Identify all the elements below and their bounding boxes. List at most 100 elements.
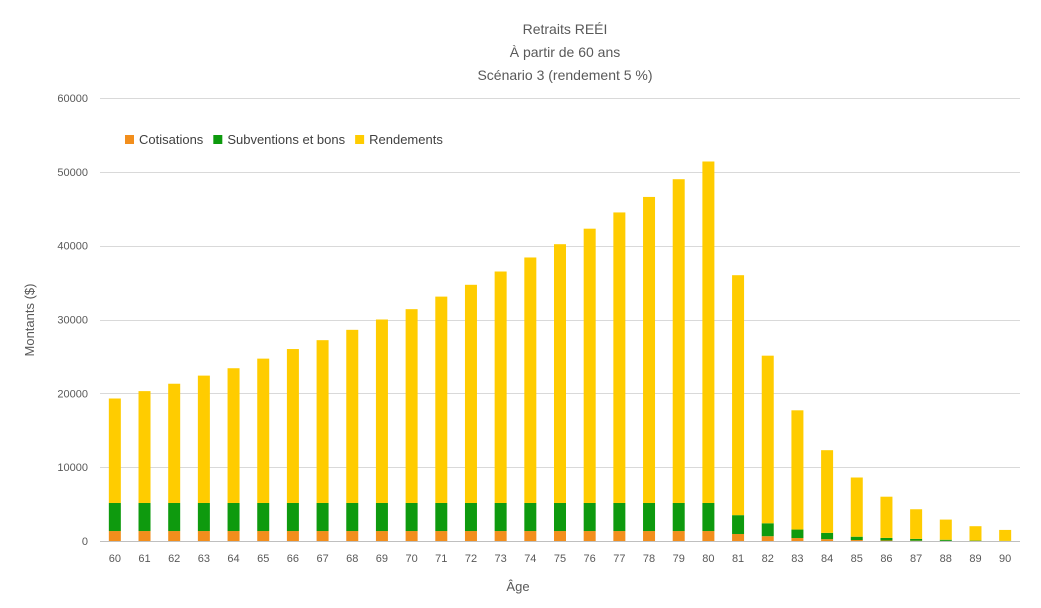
bar-subventions-et-bons-67: [316, 502, 329, 532]
bar-rendements-85: [850, 477, 863, 537]
bar-subventions-et-bons-63: [197, 502, 210, 532]
bar-rendements-63: [197, 375, 210, 503]
x-axis-label: Âge: [506, 579, 529, 594]
chart-title-line-2: À partir de 60 ans: [510, 44, 621, 60]
y-tick-label: 30000: [57, 315, 88, 327]
y-tick-label: 10000: [57, 462, 88, 474]
legend-swatch-rendements: [355, 135, 365, 144]
bar-subventions-et-bons-71: [435, 502, 448, 532]
bar-rendements-68: [346, 329, 359, 503]
bar-subventions-et-bons-79: [672, 502, 685, 532]
x-tick-label: 76: [584, 553, 596, 565]
bar-cotisations-64: [227, 531, 240, 541]
bar-rendements-65: [257, 358, 270, 503]
bar-cotisations-80: [702, 531, 715, 541]
bar-subventions-et-bons-84: [821, 532, 834, 540]
x-tick-label: 63: [198, 553, 210, 565]
bar-subventions-et-bons-75: [554, 502, 566, 532]
bar-subventions-et-bons-76: [583, 502, 596, 532]
bar-cotisations-84: [821, 539, 834, 541]
bar-cotisations-60: [108, 531, 121, 541]
x-tick-label: 87: [910, 553, 922, 565]
bar-cotisations-67: [316, 531, 329, 541]
bar-cotisations-82: [761, 536, 774, 541]
bar-subventions-et-bons-83: [791, 529, 804, 539]
x-tick-label: 88: [940, 553, 952, 565]
y-axis-label: Montants ($): [22, 284, 37, 357]
legend-label: Cotisations: [139, 132, 204, 147]
bar-cotisations-83: [791, 538, 804, 541]
y-tick-label: 0: [82, 536, 88, 548]
x-tick-label: 64: [227, 553, 239, 565]
bar-cotisations-66: [286, 531, 299, 541]
x-tick-label: 66: [287, 553, 299, 565]
x-tick-label: 71: [435, 553, 447, 565]
y-tick-label: 50000: [57, 167, 88, 179]
x-tick-label: 75: [554, 553, 566, 565]
x-tick-label: 78: [643, 553, 655, 565]
bar-cotisations-65: [257, 531, 270, 541]
bar-subventions-et-bons-73: [494, 502, 507, 532]
bars: [108, 161, 1012, 541]
bar-subventions-et-bons-70: [405, 502, 418, 532]
x-tick-label: 79: [673, 553, 685, 565]
x-tick-label: 60: [109, 553, 121, 565]
x-tick-label: 81: [732, 553, 744, 565]
x-tick-label: 85: [851, 553, 863, 565]
x-axis-ticks: 60 61 62 63 64 65 66 67 68 69 70 71 72 73 74 75 76 77 78 79…: [109, 553, 1012, 565]
chart-title-line-3: Scénario 3 (rendement 5 %): [477, 67, 652, 83]
bar-subventions-et-bons-74: [524, 502, 537, 532]
bar-cotisations-85: [850, 540, 863, 541]
x-tick-label: 80: [702, 553, 714, 565]
bar-cotisations-78: [643, 531, 656, 541]
bar-cotisations-72: [464, 531, 477, 541]
bar-subventions-et-bons-78: [643, 502, 656, 532]
x-tick-label: 73: [495, 553, 507, 565]
bar-rendements-61: [138, 391, 151, 503]
x-tick-label: 77: [613, 553, 625, 565]
legend-swatch-cotisations: [125, 135, 134, 144]
bar-rendements-87: [910, 509, 923, 539]
bar-subventions-et-bons-77: [613, 502, 626, 532]
bar-rendements-66: [286, 349, 299, 503]
bar-rendements-84: [821, 450, 834, 533]
legend: Cotisations Subventions et bons Rendements: [125, 132, 443, 147]
y-tick-label: 40000: [57, 241, 88, 253]
x-tick-label: 65: [257, 553, 269, 565]
x-tick-label: 67: [316, 553, 328, 565]
bar-rendements-76: [583, 228, 596, 503]
bar-subventions-et-bons-88: [939, 539, 952, 541]
bar-cotisations-75: [554, 531, 566, 541]
chart-title-line-1: Retraits REÉI: [523, 21, 608, 37]
bar-subventions-et-bons-81: [732, 515, 745, 534]
bar-rendements-90: [999, 529, 1012, 541]
bar-cotisations-62: [168, 531, 181, 541]
bar-rendements-83: [791, 410, 804, 530]
x-tick-label: 90: [999, 553, 1011, 565]
bar-subventions-et-bons-87: [910, 538, 923, 541]
bar-cotisations-63: [197, 531, 210, 541]
bar-rendements-81: [732, 275, 745, 516]
bar-subventions-et-bons-66: [286, 502, 299, 532]
legend-label: Rendements: [369, 132, 443, 147]
bar-subventions-et-bons-72: [464, 502, 477, 532]
x-tick-label: 82: [762, 553, 774, 565]
x-tick-label: 62: [168, 553, 180, 565]
bar-rendements-71: [435, 296, 448, 503]
x-tick-label: 69: [376, 553, 388, 565]
bar-cotisations-61: [138, 531, 151, 541]
bar-rendements-70: [405, 309, 418, 503]
bar-rendements-67: [316, 340, 329, 503]
bar-rendements-60: [108, 398, 121, 503]
bar-cotisations-76: [583, 531, 596, 541]
x-tick-label: 70: [405, 553, 417, 565]
x-tick-label: 83: [791, 553, 803, 565]
bar-cotisations-69: [375, 531, 388, 541]
bar-subventions-et-bons-85: [850, 536, 863, 541]
bar-subventions-et-bons-60: [108, 502, 121, 532]
bar-cotisations-68: [346, 531, 359, 541]
bar-rendements-77: [613, 212, 626, 503]
bar-cotisations-71: [435, 531, 448, 541]
